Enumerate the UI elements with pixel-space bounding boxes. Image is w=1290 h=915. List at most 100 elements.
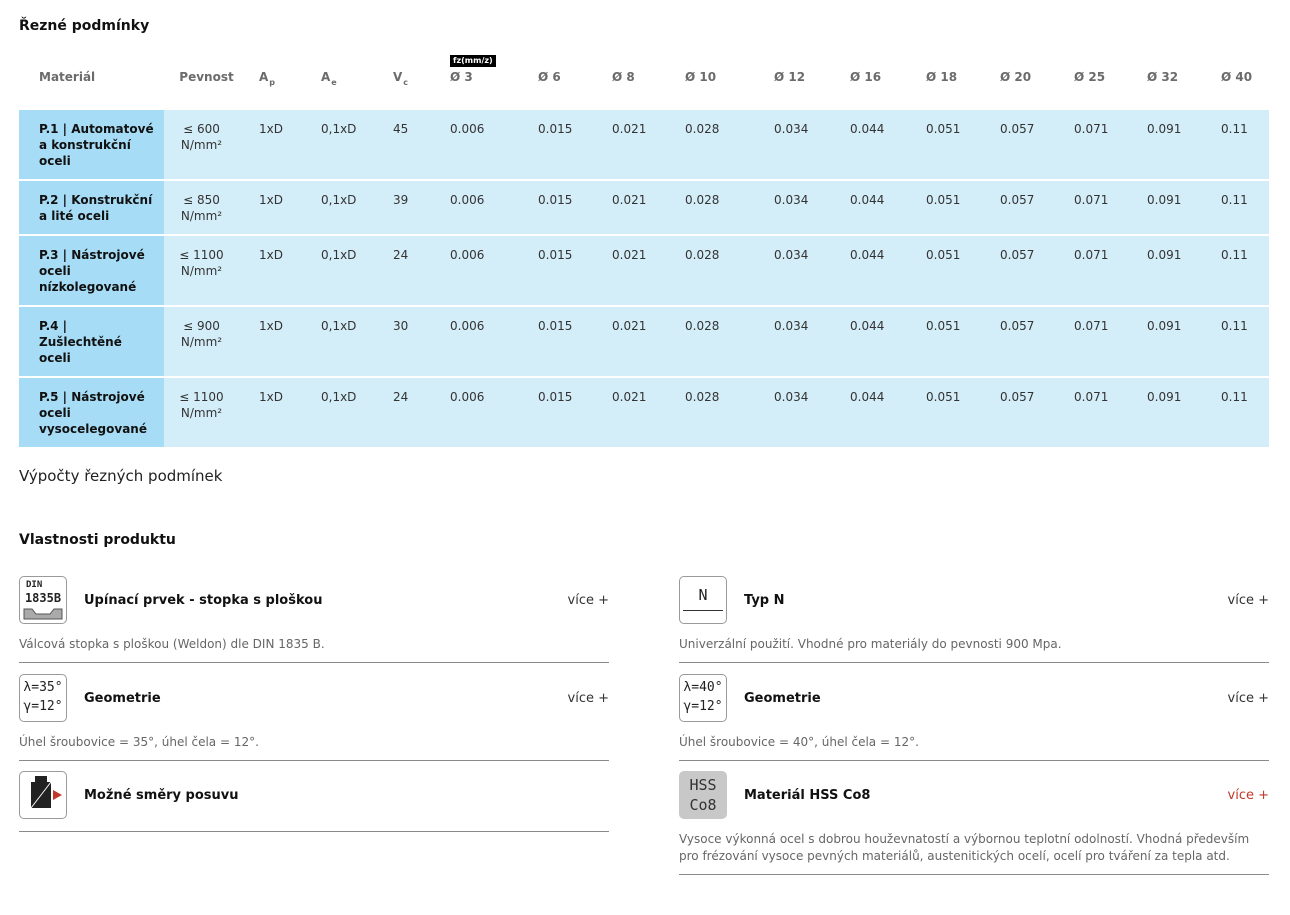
feed-cell: 0.044 — [850, 235, 926, 307]
feed-cell: 0.071 — [1074, 377, 1147, 449]
feed-cell: 0.015 — [538, 180, 612, 236]
header-d20: Ø 20 — [1000, 70, 1032, 84]
feed-cell: 0.015 — [538, 306, 612, 378]
ae-cell: 0,1xD — [321, 377, 393, 449]
feed-cell: 0.044 — [850, 377, 926, 449]
more-button[interactable]: více + — [567, 691, 609, 706]
feed-cell: 0.051 — [926, 110, 1000, 181]
feed-cell: 0.021 — [612, 110, 685, 181]
more-button[interactable]: více + — [567, 593, 609, 608]
feed-cell: 0.034 — [774, 180, 850, 236]
ap-cell: 1xD — [259, 180, 321, 236]
ap-cell: 1xD — [259, 235, 321, 307]
prop-name: Možné směry posuvu — [84, 788, 239, 803]
header-d10: Ø 10 — [685, 70, 717, 84]
table-header-row: Materiál Pevnost Ap Ae Vc fz(mm/z) Ø 3 Ø … — [19, 52, 1269, 110]
fz-badge: fz(mm/z) — [450, 55, 496, 67]
prop-name: Geometrie — [84, 691, 161, 706]
feed-cell: 0.015 — [538, 110, 612, 181]
feed-cell: 0.044 — [850, 306, 926, 378]
header-strength: Pevnost — [179, 70, 234, 84]
feed-cell: 0.11 — [1221, 377, 1269, 449]
feed-cell: 0.028 — [685, 110, 774, 181]
vc-cell: 24 — [393, 235, 450, 307]
feed-cell: 0.006 — [450, 377, 538, 449]
prop-desc: Univerzální použití. Vhodné pro materiál… — [679, 636, 1269, 663]
prop-material-hss: HSS Co8 Materiál HSS Co8 více + Vysoce v… — [679, 771, 1269, 875]
table-row: P.5 | Nástrojové oceli vysocelegované ≤ 1… — [19, 377, 1269, 449]
feed-cell: 0.057 — [1000, 235, 1074, 307]
prop-name: Upínací prvek - stopka s ploškou — [84, 593, 323, 608]
more-button[interactable]: více + — [1227, 788, 1269, 803]
header-d18: Ø 18 — [926, 70, 958, 84]
ae-cell: 0,1xD — [321, 235, 393, 307]
feed-cell: 0.034 — [774, 306, 850, 378]
ae-cell: 0,1xD — [321, 180, 393, 236]
feed-cell: 0.071 — [1074, 110, 1147, 181]
feed-cell: 0.028 — [685, 235, 774, 307]
table-row: P.1 | Automatové a konstrukční oceli ≤ 60… — [19, 110, 1269, 181]
feed-cell: 0.091 — [1147, 306, 1221, 378]
feed-cell: 0.057 — [1000, 306, 1074, 378]
feed-cell: 0.057 — [1000, 180, 1074, 236]
feed-cell: 0.021 — [612, 306, 685, 378]
prop-name: Typ N — [744, 593, 785, 608]
more-button[interactable]: více + — [1227, 593, 1269, 608]
table-row: P.2 | Konstrukční a lité oceli ≤ 850 N/mm… — [19, 180, 1269, 236]
feed-cell: 0.071 — [1074, 235, 1147, 307]
header-d3: fz(mm/z) Ø 3 — [450, 52, 538, 110]
prop-geometry-left: λ=35° γ=12° Geometrie více + Úhel šroubo… — [19, 674, 609, 761]
header-d8: Ø 8 — [612, 70, 635, 84]
prop-geometry-right: λ=40° γ=12° Geometrie více + Úhel šroubo… — [679, 674, 1269, 761]
header-ae: Ae — [321, 70, 337, 87]
vc-cell: 45 — [393, 110, 450, 181]
helix-angle-icon: λ=35° γ=12° — [19, 674, 67, 722]
feed-cell: 0.057 — [1000, 110, 1074, 181]
prop-desc: Vysoce výkonná ocel s dobrou houževnatos… — [679, 831, 1269, 875]
more-button[interactable]: více + — [1227, 691, 1269, 706]
header-d6: Ø 6 — [538, 70, 561, 84]
feed-cell: 0.015 — [538, 377, 612, 449]
header-material: Materiál — [39, 70, 96, 84]
product-properties-title: Vlastnosti produktu — [19, 532, 176, 548]
ap-cell: 1xD — [259, 306, 321, 378]
prop-name: Geometrie — [744, 691, 821, 706]
feed-cell: 0.034 — [774, 235, 850, 307]
cutting-calc-link[interactable]: Výpočty řezných podmínek — [19, 467, 223, 485]
header-vc: Vc — [393, 70, 409, 87]
header-d25: Ø 25 — [1074, 70, 1106, 84]
feed-cell: 0.11 — [1221, 235, 1269, 307]
feed-cell: 0.071 — [1074, 180, 1147, 236]
feed-cell: 0.11 — [1221, 180, 1269, 236]
feed-cell: 0.021 — [612, 235, 685, 307]
strength-cell: ≤ 600 N/mm² — [164, 110, 259, 181]
feed-cell: 0.015 — [538, 235, 612, 307]
feed-cell: 0.051 — [926, 306, 1000, 378]
feed-cell: 0.044 — [850, 180, 926, 236]
cutting-conditions-title: Řezné podmínky — [19, 18, 150, 34]
feed-cell: 0.006 — [450, 235, 538, 307]
prop-name: Materiál HSS Co8 — [744, 788, 871, 803]
feed-direction-icon — [19, 771, 67, 819]
vc-cell: 24 — [393, 377, 450, 449]
material-cell: P.5 | Nástrojové oceli vysocelegované — [19, 377, 164, 449]
feed-cell: 0.11 — [1221, 306, 1269, 378]
feed-cell: 0.057 — [1000, 377, 1074, 449]
header-d32: Ø 32 — [1147, 70, 1179, 84]
feed-cell: 0.044 — [850, 110, 926, 181]
prop-type-n: N Typ N více + Univerzální použití. Vhod… — [679, 576, 1269, 663]
feed-cell: 0.021 — [612, 377, 685, 449]
feed-cell: 0.006 — [450, 180, 538, 236]
feed-cell: 0.028 — [685, 306, 774, 378]
feed-cell: 0.034 — [774, 377, 850, 449]
header-d16: Ø 16 — [850, 70, 882, 84]
feed-cell: 0.071 — [1074, 306, 1147, 378]
material-cell: P.2 | Konstrukční a lité oceli — [19, 180, 164, 236]
material-cell: P.4 | Zušlechtěné oceli — [19, 306, 164, 378]
ap-cell: 1xD — [259, 110, 321, 181]
feed-cell: 0.028 — [685, 377, 774, 449]
feed-cell: 0.028 — [685, 180, 774, 236]
shank-flat-shape — [23, 608, 63, 620]
table-row: P.3 | Nástrojové oceli nízkolegované ≤ 11… — [19, 235, 1269, 307]
strength-cell: ≤ 1100 N/mm² — [164, 235, 259, 307]
